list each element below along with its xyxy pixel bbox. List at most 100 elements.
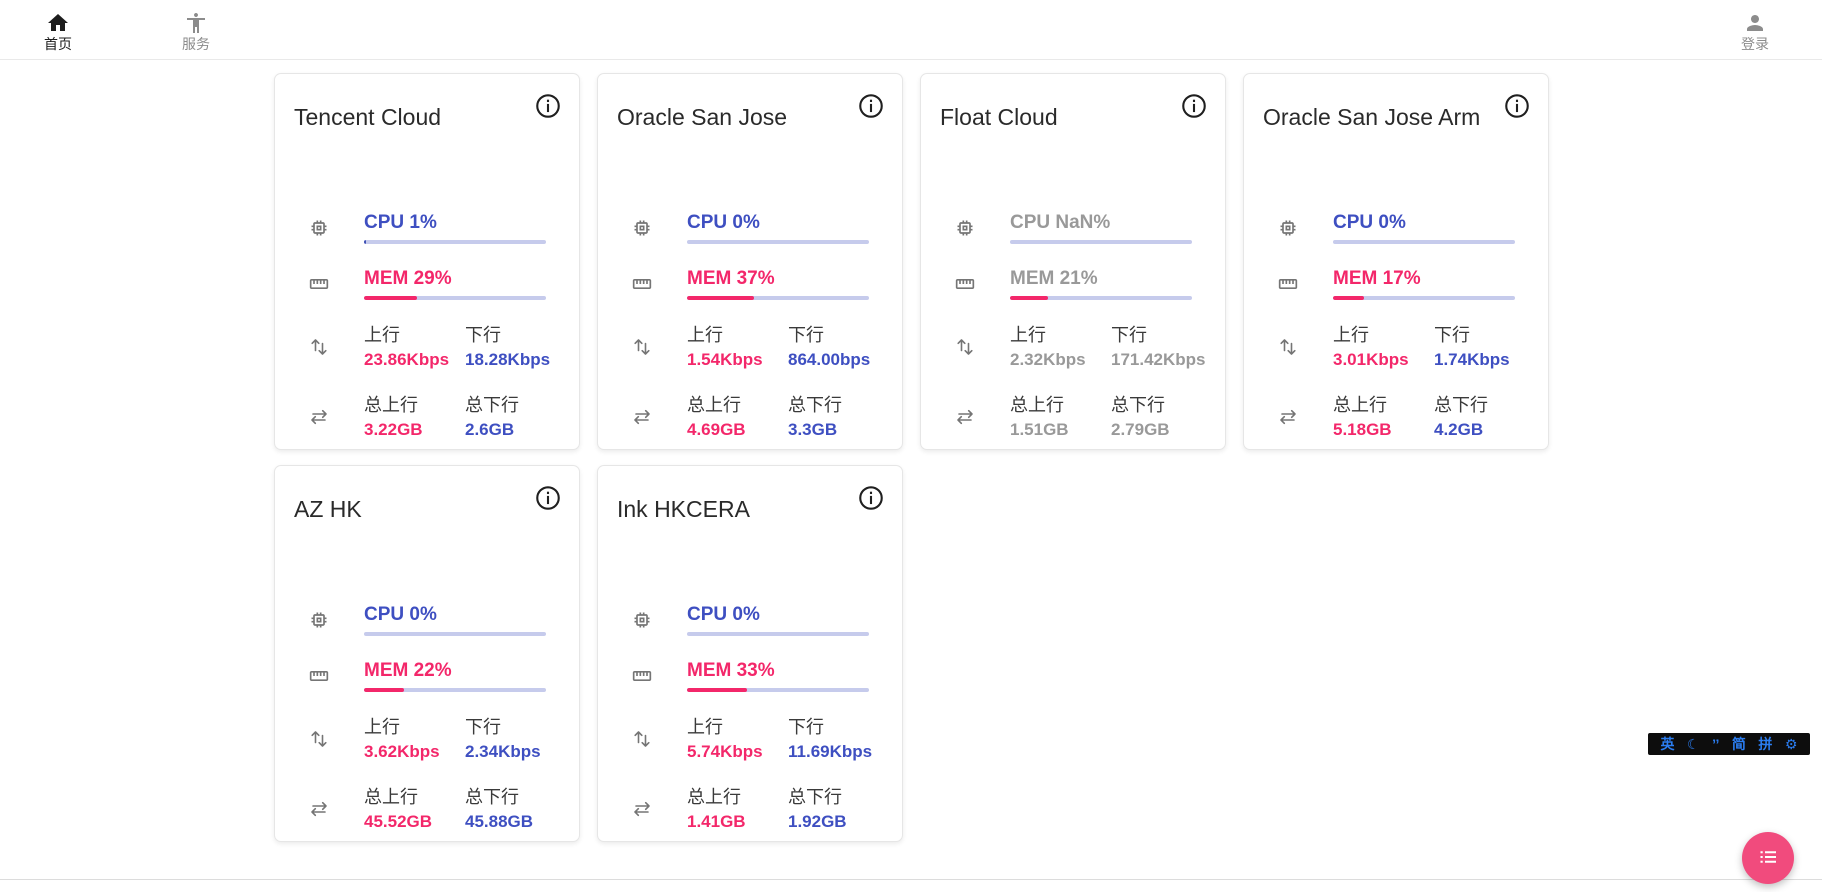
cpu-label: CPU 0% — [687, 604, 760, 626]
total-up-value: 1.41GB — [687, 812, 746, 832]
down-label: 下行 — [1434, 325, 1470, 346]
server-list-fab[interactable] — [1742, 832, 1794, 884]
mem-row: MEM 17% — [1278, 268, 1548, 301]
network-speed-row: 上行 3.01Kbps 下行 1.74Kbps — [1278, 324, 1548, 370]
cpu-label: CPU 0% — [364, 604, 437, 626]
mem-progress-track — [1333, 296, 1515, 301]
simplified-chinese-indicator[interactable]: 简 — [1731, 736, 1746, 752]
ruler-icon — [1278, 274, 1298, 294]
swap-horizontal-icon — [632, 799, 652, 819]
up-down-arrows-icon — [955, 337, 975, 357]
moon-icon[interactable]: ☾ — [1687, 736, 1700, 752]
chip-icon — [955, 218, 975, 238]
card-header: Oracle San Jose — [598, 74, 902, 152]
footer-divider — [0, 879, 1822, 880]
nav-right: 登录 — [1731, 7, 1822, 52]
nav-login-label: 登录 — [1741, 36, 1769, 52]
card-title: AZ HK — [294, 496, 362, 522]
total-up-label: 总上行 — [687, 395, 741, 416]
nav-item-services[interactable]: 服务 — [172, 7, 220, 52]
down-value: 11.69Kbps — [788, 742, 873, 762]
total-down-value: 2.6GB — [465, 420, 515, 440]
total-up-value: 1.51GB — [1010, 420, 1069, 440]
cpu-row: CPU 1% — [309, 212, 579, 245]
cpu-progress-track — [687, 632, 869, 637]
network-speed-row: 上行 1.54Kbps 下行 864.00bps — [632, 324, 902, 370]
info-icon[interactable] — [1180, 92, 1208, 120]
mem-progress-track — [687, 688, 869, 693]
bulleted-list-icon — [1756, 845, 1780, 872]
cpu-progress-track — [1333, 240, 1515, 245]
gear-icon[interactable]: ⚙ — [1784, 736, 1798, 752]
server-card: AZ HK CPU 0% — [274, 465, 580, 842]
info-icon[interactable] — [1503, 92, 1531, 120]
mem-progress-track — [364, 688, 546, 693]
server-card: Ink HKCERA CPU 0% — [597, 465, 903, 842]
up-value: 5.74Kbps — [687, 742, 763, 762]
down-value: 864.00bps — [788, 350, 871, 370]
mem-label: MEM 29% — [364, 268, 452, 290]
card-header: Float Cloud — [921, 74, 1225, 152]
info-icon[interactable] — [857, 92, 885, 120]
network-total-row: 总上行 5.18GB 总下行 4.2GB — [1278, 394, 1548, 440]
down-label: 下行 — [1111, 325, 1147, 346]
card-title: Ink HKCERA — [617, 496, 750, 522]
mem-label: MEM 17% — [1333, 268, 1421, 290]
chip-icon — [632, 610, 652, 630]
network-total-row: 总上行 3.22GB 总下行 2.6GB — [309, 394, 579, 440]
ruler-icon — [309, 666, 329, 686]
total-up-label: 总上行 — [1010, 395, 1064, 416]
chip-icon — [632, 218, 652, 238]
cpu-row: CPU 0% — [632, 604, 902, 637]
up-down-arrows-icon — [1278, 337, 1298, 357]
up-value: 2.32Kbps — [1010, 350, 1086, 370]
cpu-label: CPU 0% — [1333, 212, 1406, 234]
person-icon — [1743, 11, 1767, 35]
total-down-label: 总下行 — [465, 787, 519, 808]
swap-horizontal-icon — [1278, 407, 1298, 427]
network-speed-row: 上行 2.32Kbps 下行 171.42Kbps — [955, 324, 1225, 370]
nav-item-login[interactable]: 登录 — [1731, 7, 1779, 52]
cpu-label: CPU NaN% — [1010, 212, 1111, 234]
total-up-value: 4.69GB — [687, 420, 746, 440]
ime-lang-indicator[interactable]: 英 — [1660, 736, 1675, 752]
down-label: 下行 — [465, 717, 501, 738]
total-up-value: 5.18GB — [1333, 420, 1392, 440]
info-icon[interactable] — [534, 92, 562, 120]
cpu-progress-track — [364, 632, 546, 637]
up-label: 上行 — [364, 325, 400, 346]
info-icon[interactable] — [534, 484, 562, 512]
total-down-label: 总下行 — [465, 395, 519, 416]
total-down-value: 4.2GB — [1434, 420, 1484, 440]
nav-services-label: 服务 — [182, 36, 210, 52]
card-stats: CPU 0% MEM 22% — [275, 604, 579, 832]
ime-status-bar[interactable]: 英 ☾ ’’ 简 拼 ⚙ — [1648, 733, 1810, 755]
mem-progress-fill — [364, 296, 417, 301]
cpu-row: CPU NaN% — [955, 212, 1225, 245]
cpu-progress-track — [364, 240, 546, 245]
total-down-label: 总下行 — [788, 787, 842, 808]
info-icon[interactable] — [857, 484, 885, 512]
pinyin-indicator[interactable]: 拼 — [1758, 736, 1773, 752]
up-down-arrows-icon — [632, 729, 652, 749]
top-nav: 首页 服务 登录 — [0, 0, 1822, 60]
card-header: Oracle San Jose Arm — [1244, 74, 1548, 152]
down-value: 1.74Kbps — [1434, 350, 1510, 370]
down-label: 下行 — [788, 325, 824, 346]
nav-item-home[interactable]: 首页 — [34, 7, 82, 52]
mem-label: MEM 21% — [1010, 268, 1098, 290]
cpu-label: CPU 1% — [364, 212, 437, 234]
total-up-label: 总上行 — [364, 395, 418, 416]
ruler-icon — [632, 274, 652, 294]
down-label: 下行 — [788, 717, 824, 738]
punctuation-indicator[interactable]: ’’ — [1712, 736, 1720, 752]
total-down-value: 3.3GB — [788, 420, 838, 440]
up-down-arrows-icon — [632, 337, 652, 357]
ruler-icon — [309, 274, 329, 294]
mem-row: MEM 33% — [632, 660, 902, 693]
down-value: 2.34Kbps — [465, 742, 541, 762]
mem-row: MEM 21% — [955, 268, 1225, 301]
up-down-arrows-icon — [309, 729, 329, 749]
mem-label: MEM 37% — [687, 268, 775, 290]
up-down-arrows-icon — [309, 337, 329, 357]
